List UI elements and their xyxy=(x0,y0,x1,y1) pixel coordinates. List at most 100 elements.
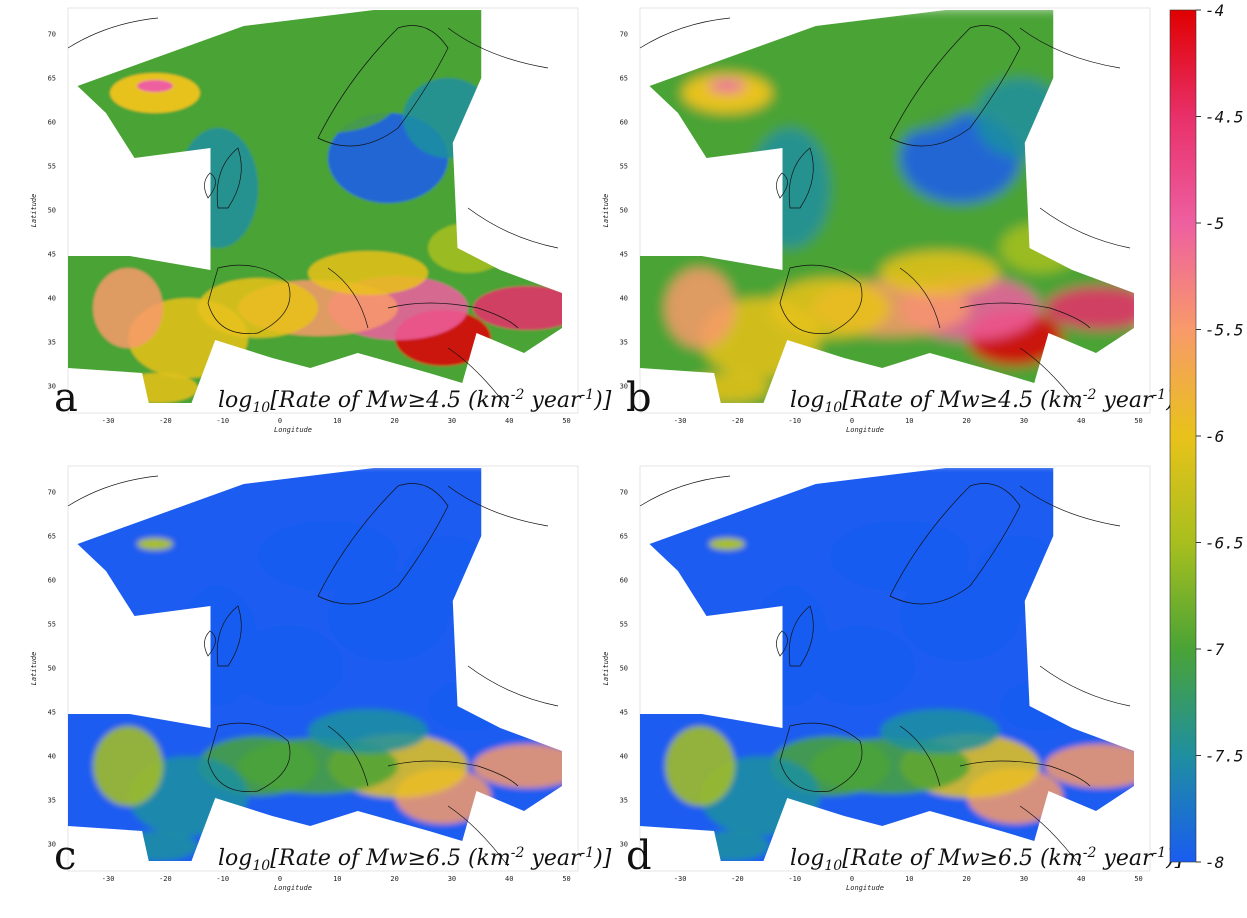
rate-zone xyxy=(258,521,398,591)
y-axis-label: Latitude xyxy=(602,652,610,686)
colorbar-tick-label: -5 xyxy=(1205,214,1224,233)
coastlines xyxy=(639,475,1131,867)
rate-zone xyxy=(1000,223,1080,273)
panel-caption: log10[Rate of Mw≥4.5 (km-2 year-1)] xyxy=(218,387,612,416)
y-tick-label: 65 xyxy=(620,74,628,82)
colorbar-tick-label: -6 xyxy=(1205,427,1224,446)
y-axis-label: Latitude xyxy=(30,652,38,686)
y-tick-label: 35 xyxy=(620,339,628,347)
y-tick-label: 60 xyxy=(48,118,56,126)
x-tick-label: -30 xyxy=(102,875,115,883)
colorbar-tick-label: -4 xyxy=(1205,1,1224,20)
plot-frame xyxy=(67,7,579,414)
x-tick-label: 20 xyxy=(390,417,398,425)
x-axis-label: Longitude xyxy=(274,884,312,892)
iceland-zone xyxy=(110,531,200,571)
rate-zone xyxy=(975,78,1065,158)
map-panel-a: -30 -20 -10 0 10 20 30 40 50 70 65 60 55 50 45 40 35 30 Lo… xyxy=(30,7,612,434)
x-tick-label: 20 xyxy=(962,417,970,425)
colorbar: -4 -4.5 -5 -5.5 -6 -6.5 -7 -7.5 -8 xyxy=(1169,1,1244,872)
x-tick-label: 40 xyxy=(505,417,513,425)
y-tick-label: 40 xyxy=(48,295,56,303)
plot-frame xyxy=(67,465,579,872)
rate-zone xyxy=(805,626,915,706)
map-panel-d: -30 -20 -10 0 10 20 30 40 50 70 65 60 55 50 45 40 35 30 Lo… xyxy=(602,465,1184,892)
y-tick-label: 45 xyxy=(48,251,56,259)
rate-zone xyxy=(178,586,258,706)
iceland-rift xyxy=(137,538,173,550)
panel-caption: log10[Rate of Mw≥6.5 (km-2 year-1)] xyxy=(790,845,1184,874)
x-tick-label: -10 xyxy=(788,417,801,425)
y-tick-label: 70 xyxy=(48,30,56,38)
rate-zone xyxy=(473,744,562,788)
y-axis-label: Latitude xyxy=(602,194,610,228)
x-tick-label: 30 xyxy=(448,417,456,425)
coastlines xyxy=(67,475,559,867)
coastlines xyxy=(67,17,559,409)
x-tick-label: 0 xyxy=(850,417,854,425)
x-tick-label: 50 xyxy=(1134,875,1142,883)
y-axis-label: Latitude xyxy=(30,194,38,228)
rate-zone xyxy=(690,373,770,403)
x-tick-label: 30 xyxy=(448,875,456,883)
x-tick-label: 50 xyxy=(1134,417,1142,425)
rate-zone xyxy=(233,626,343,706)
rate-zone xyxy=(880,709,1000,753)
y-tick-label: 45 xyxy=(620,709,628,717)
x-tick-label: 40 xyxy=(1077,875,1085,883)
iceland-rift xyxy=(709,80,745,92)
x-tick-label: 40 xyxy=(1077,417,1085,425)
rate-zone xyxy=(830,521,970,591)
x-tick-label: -10 xyxy=(788,875,801,883)
rate-zone xyxy=(93,268,163,348)
y-tick-label: 35 xyxy=(48,339,56,347)
rate-zone xyxy=(750,128,830,248)
x-tick-label: -30 xyxy=(674,875,687,883)
y-tick-label: 60 xyxy=(620,118,628,126)
rate-zone xyxy=(403,536,493,616)
x-tick-label: 50 xyxy=(562,875,570,883)
rate-zone xyxy=(93,726,163,806)
y-tick-label: 70 xyxy=(48,488,56,496)
y-tick-label: 65 xyxy=(48,74,56,82)
rate-zone xyxy=(118,373,198,403)
x-tick-label: 20 xyxy=(390,875,398,883)
rate-zone xyxy=(308,251,428,295)
x-tick-label: 30 xyxy=(1020,875,1028,883)
x-tick-label: 10 xyxy=(905,875,913,883)
panel-letter: d xyxy=(626,833,652,879)
rate-zone xyxy=(1045,286,1134,330)
y-tick-label: 30 xyxy=(48,841,56,849)
y-tick-label: 30 xyxy=(620,841,628,849)
rate-zone xyxy=(473,286,562,330)
colorbar-tick-label: -5.5 xyxy=(1205,321,1244,340)
x-tick-label: 0 xyxy=(850,875,854,883)
rate-zone xyxy=(118,831,198,861)
coastlines xyxy=(639,17,1131,409)
rate-zone xyxy=(750,586,830,706)
y-tick-label: 70 xyxy=(620,30,628,38)
panel-letter: c xyxy=(54,833,76,879)
panel-caption: log10[Rate of Mw≥6.5 (km-2 year-1)] xyxy=(218,845,612,874)
y-tick-label: 55 xyxy=(620,162,628,170)
rate-zone xyxy=(665,268,735,348)
iceland-zone xyxy=(682,531,772,571)
map-panel-b: -30 -20 -10 0 10 20 30 40 50 70 65 60 55 50 45 40 35 30 Lo… xyxy=(602,7,1184,434)
x-tick-label: 50 xyxy=(562,417,570,425)
colorbar-ramp xyxy=(1169,9,1197,863)
y-tick-label: 45 xyxy=(48,709,56,717)
rate-zone xyxy=(233,168,343,248)
plot-frame xyxy=(639,465,1151,872)
x-tick-label: -20 xyxy=(731,875,744,883)
colorbar-tick-label: -6.5 xyxy=(1205,534,1244,553)
rate-zone xyxy=(805,168,915,248)
rate-zone xyxy=(258,63,398,133)
y-tick-label: 55 xyxy=(48,620,56,628)
x-axis-label: Longitude xyxy=(846,884,884,892)
y-tick-label: 65 xyxy=(48,532,56,540)
x-tick-label: 20 xyxy=(962,875,970,883)
x-axis-label: Longitude xyxy=(274,426,312,434)
panel-caption: log10[Rate of Mw≥4.5 (km-2 year-1)] xyxy=(790,387,1184,416)
x-tick-label: 30 xyxy=(1020,417,1028,425)
